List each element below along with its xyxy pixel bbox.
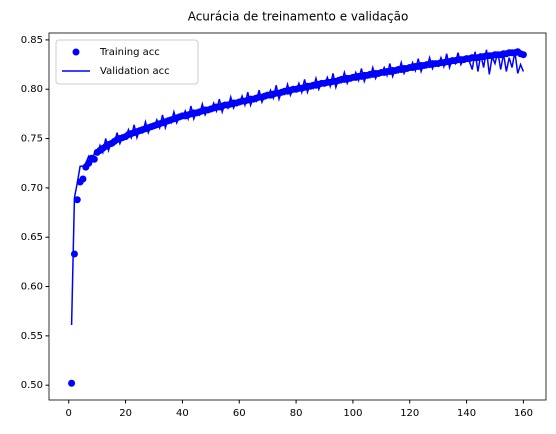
x-tick-label: 160	[514, 408, 533, 419]
legend-label: Validation acc	[100, 66, 170, 77]
x-tick-label: 100	[343, 408, 362, 419]
validation-line	[70, 49, 525, 326]
y-tick-label: 0.80	[21, 84, 43, 95]
y-tick-label: 0.60	[21, 282, 43, 293]
y-tick-label: 0.50	[21, 380, 43, 391]
legend-label: Training acc	[99, 47, 160, 58]
training-point	[73, 196, 81, 204]
x-tick-label: 120	[400, 408, 419, 419]
chart-title: Acurácia de treinamento e validação	[188, 10, 409, 24]
y-tick-label: 0.70	[21, 183, 43, 194]
x-tick-label: 40	[176, 408, 189, 419]
plot-frame	[48, 32, 547, 401]
y-tick-label: 0.65	[21, 232, 43, 243]
x-tick-label: 20	[119, 408, 132, 419]
training-point	[70, 250, 78, 258]
x-tick-label: 80	[290, 408, 303, 419]
y-tick-label: 0.85	[21, 35, 43, 46]
x-tick-label: 140	[457, 408, 476, 419]
training-point	[79, 175, 87, 183]
training-point	[68, 379, 76, 387]
y-tick-label: 0.55	[21, 331, 43, 342]
legend-marker	[72, 48, 80, 56]
y-tick-label: 0.75	[21, 134, 43, 145]
training-point	[519, 51, 527, 59]
legend-box	[55, 39, 199, 85]
x-tick-label: 60	[233, 408, 246, 419]
x-tick-label: 0	[66, 408, 72, 419]
